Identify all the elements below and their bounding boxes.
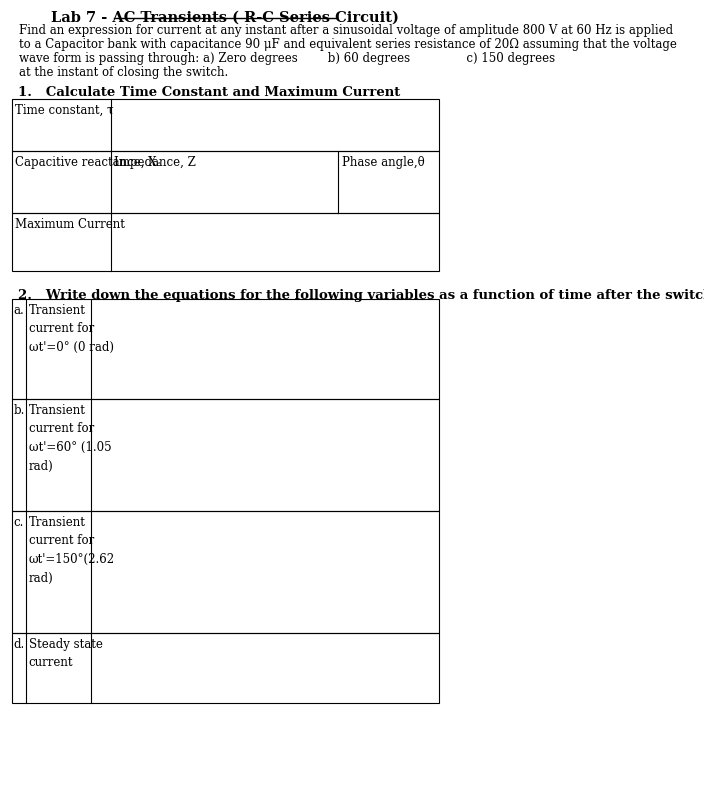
Text: Find an expression for current at any instant after a sinusoidal voltage of ampl: Find an expression for current at any in… (19, 24, 673, 37)
Text: 2.   Write down the equations for the following variables as a function of time : 2. Write down the equations for the foll… (18, 289, 704, 302)
Text: Steady state
current: Steady state current (29, 638, 103, 670)
Text: Time constant, τ: Time constant, τ (15, 104, 113, 117)
Text: Phase angle,θ: Phase angle,θ (341, 156, 425, 169)
Text: at the instant of closing the switch.: at the instant of closing the switch. (19, 66, 228, 79)
Bar (11, 99, 439, 151)
Text: d.: d. (13, 638, 25, 651)
Text: wave form is passing through: a) Zero degrees        b) 60 degrees              : wave form is passing through: a) Zero de… (19, 52, 555, 65)
Text: Impedance, Z: Impedance, Z (115, 156, 196, 169)
Text: a.: a. (13, 304, 24, 317)
Bar (11, 299, 439, 399)
Text: Maximum Current: Maximum Current (15, 218, 125, 231)
Text: c.: c. (13, 516, 24, 529)
Text: b.: b. (13, 404, 25, 417)
Text: Transient
current for
ωt'=0° (0 rad): Transient current for ωt'=0° (0 rad) (29, 304, 114, 354)
Bar (11, 213, 439, 271)
Bar (11, 151, 439, 213)
Bar (11, 633, 439, 703)
Text: Lab 7 - AC Transients ( R-C Series Circuit): Lab 7 - AC Transients ( R-C Series Circu… (51, 11, 399, 25)
Text: Capacitive reactance, Xₑ: Capacitive reactance, Xₑ (15, 156, 161, 169)
Bar (11, 399, 439, 511)
Text: Transient
current for
ωt'=150°(2.62
rad): Transient current for ωt'=150°(2.62 rad) (29, 516, 115, 585)
Text: to a Capacitor bank with capacitance 90 μF and equivalent series resistance of 2: to a Capacitor bank with capacitance 90 … (19, 38, 677, 51)
Text: Transient
current for
ωt'=60° (1.05
rad): Transient current for ωt'=60° (1.05 rad) (29, 404, 111, 473)
Text: 1.   Calculate Time Constant and Maximum Current: 1. Calculate Time Constant and Maximum C… (18, 86, 400, 99)
Bar (11, 511, 439, 633)
